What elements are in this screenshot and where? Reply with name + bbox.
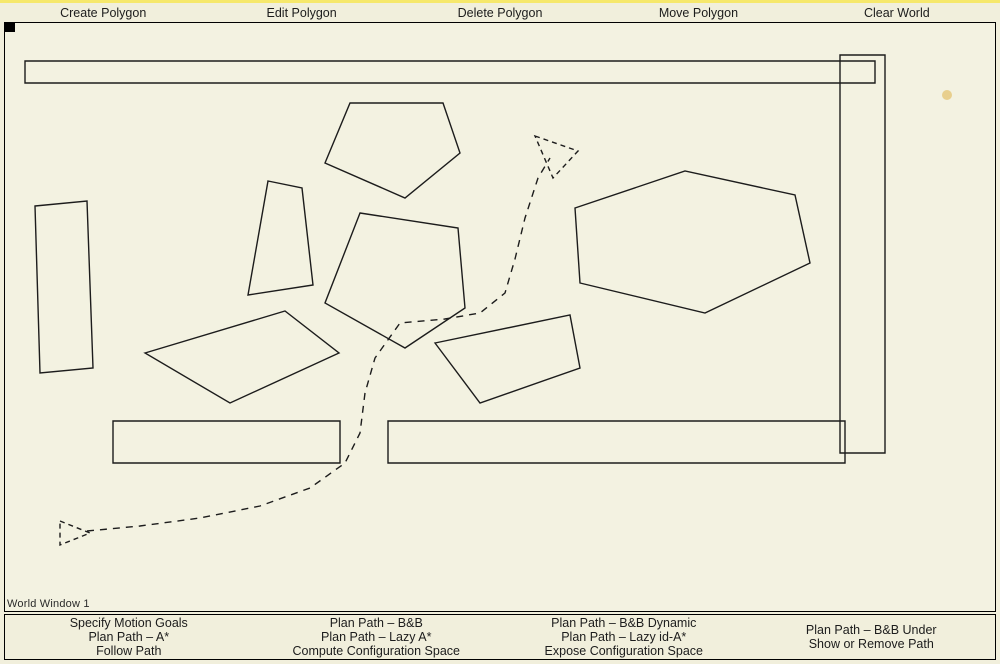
obstacle-bottom-left-rect[interactable]	[113, 421, 340, 463]
cmd-compute-config-space[interactable]: Compute Configuration Space	[293, 644, 460, 658]
world-canvas[interactable]	[5, 23, 995, 611]
menu-move-polygon[interactable]: Move Polygon	[599, 4, 797, 22]
obstacle-top-bar[interactable]	[25, 61, 875, 83]
window-label: World Window 1	[7, 598, 90, 610]
menu-delete-polygon[interactable]: Delete Polygon	[401, 4, 599, 22]
world-canvas-frame: World Window 1	[4, 22, 996, 612]
cmd-specify-motion-goals[interactable]: Specify Motion Goals	[70, 616, 188, 630]
bottom-col-2: Plan Path – B&B Plan Path – Lazy A* Comp…	[253, 615, 501, 659]
cmd-plan-path-lazy-astar[interactable]: Plan Path – Lazy A*	[321, 630, 432, 644]
obstacle-big-hexagon[interactable]	[575, 171, 810, 313]
app-root: Create Polygon Edit Polygon Delete Polyg…	[0, 0, 1000, 664]
menu-clear-world[interactable]: Clear World	[798, 4, 996, 22]
obstacle-right-bar[interactable]	[840, 55, 885, 453]
obstacle-left-quad[interactable]	[248, 181, 313, 295]
cmd-follow-path[interactable]: Follow Path	[96, 644, 161, 658]
top-menu-bar: Create Polygon Edit Polygon Delete Polyg…	[4, 4, 996, 22]
obstacle-diamond[interactable]	[145, 311, 339, 403]
bottom-menu-bar: Specify Motion Goals Plan Path – A* Foll…	[4, 614, 996, 660]
cmd-expose-config-space[interactable]: Expose Configuration Space	[545, 644, 703, 658]
scan-artifact-dot	[942, 90, 952, 100]
menu-create-polygon[interactable]: Create Polygon	[4, 4, 202, 22]
top-accent-bar	[0, 0, 1000, 3]
cmd-plan-path-bb-dynamic[interactable]: Plan Path – B&B Dynamic	[551, 616, 696, 630]
cmd-plan-path-astar[interactable]: Plan Path – A*	[88, 630, 169, 644]
bottom-col-1: Specify Motion Goals Plan Path – A* Foll…	[5, 615, 253, 659]
cmd-plan-path-bb-under[interactable]: Plan Path – B&B Under	[806, 623, 937, 637]
menu-edit-polygon[interactable]: Edit Polygon	[202, 4, 400, 22]
cmd-show-remove-path[interactable]: Show or Remove Path	[809, 637, 934, 651]
cmd-plan-path-bb[interactable]: Plan Path – B&B	[330, 616, 423, 630]
planned-path	[87, 158, 550, 531]
obstacle-top-pentagon[interactable]	[325, 103, 460, 198]
bottom-col-3: Plan Path – B&B Dynamic Plan Path – Lazy…	[500, 615, 748, 659]
obstacle-lower-center-quad[interactable]	[435, 315, 580, 403]
obstacle-bottom-long-rect[interactable]	[388, 421, 845, 463]
robot-start[interactable]	[60, 521, 90, 545]
cmd-plan-path-lazy-idastar[interactable]: Plan Path – Lazy id-A*	[561, 630, 686, 644]
obstacle-center-pentagon[interactable]	[325, 213, 465, 348]
obstacle-left-rect[interactable]	[35, 201, 93, 373]
bottom-col-4: Plan Path – B&B Under Show or Remove Pat…	[748, 615, 996, 659]
